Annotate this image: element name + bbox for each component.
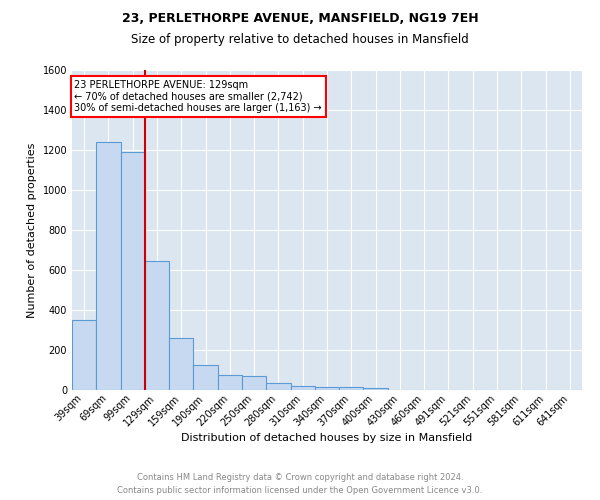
X-axis label: Distribution of detached houses by size in Mansfield: Distribution of detached houses by size … xyxy=(181,433,473,443)
Text: 23, PERLETHORPE AVENUE, MANSFIELD, NG19 7EH: 23, PERLETHORPE AVENUE, MANSFIELD, NG19 … xyxy=(122,12,478,26)
Bar xyxy=(169,338,193,390)
Bar xyxy=(218,375,242,390)
Text: 23 PERLETHORPE AVENUE: 129sqm
← 70% of detached houses are smaller (2,742)
30% o: 23 PERLETHORPE AVENUE: 129sqm ← 70% of d… xyxy=(74,80,322,113)
Bar xyxy=(266,383,290,390)
Bar xyxy=(364,388,388,390)
Bar xyxy=(339,387,364,390)
Y-axis label: Number of detached properties: Number of detached properties xyxy=(27,142,37,318)
Bar xyxy=(121,152,145,390)
Bar xyxy=(145,261,169,390)
Text: Contains HM Land Registry data © Crown copyright and database right 2024.
Contai: Contains HM Land Registry data © Crown c… xyxy=(118,474,482,495)
Bar xyxy=(96,142,121,390)
Text: Size of property relative to detached houses in Mansfield: Size of property relative to detached ho… xyxy=(131,32,469,46)
Bar xyxy=(290,386,315,390)
Bar xyxy=(242,376,266,390)
Bar xyxy=(193,365,218,390)
Bar xyxy=(315,387,339,390)
Bar xyxy=(72,320,96,390)
